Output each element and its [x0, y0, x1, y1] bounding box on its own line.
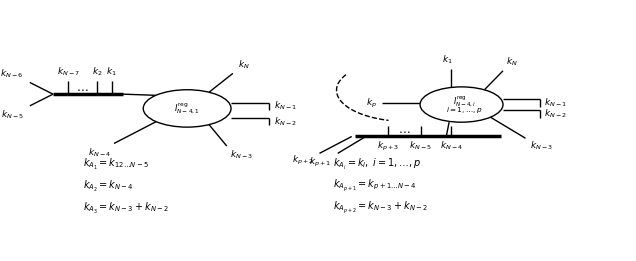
- Text: $k_{A_i} = k_i, \; i=1,\ldots,p$: $k_{A_i} = k_i, \; i=1,\ldots,p$: [333, 157, 422, 172]
- Text: $i{=}1,\ldots,p$: $i{=}1,\ldots,p$: [446, 105, 483, 115]
- Text: $k_{A_{p+1}} = k_{p+1\ldots N-4}$: $k_{A_{p+1}} = k_{p+1\ldots N-4}$: [333, 178, 417, 194]
- Text: $k_{N-4}$: $k_{N-4}$: [88, 146, 111, 159]
- Text: $I^{\rm reg}_{N-4,1}$: $I^{\rm reg}_{N-4,1}$: [174, 101, 200, 116]
- Text: $k_{N-6}$: $k_{N-6}$: [1, 67, 24, 80]
- Text: $k_{p+2}$: $k_{p+2}$: [292, 154, 315, 167]
- Text: $k_{N-1}$: $k_{N-1}$: [273, 99, 297, 111]
- Text: $I^{\rm reg}_{N-4,i}$: $I^{\rm reg}_{N-4,i}$: [453, 93, 476, 109]
- Text: $k_{N-5}$: $k_{N-5}$: [409, 140, 432, 152]
- Text: $k_p$: $k_p$: [366, 97, 377, 110]
- Text: $k_{p+3}$: $k_{p+3}$: [377, 140, 399, 153]
- Text: $k_N$: $k_N$: [506, 56, 518, 68]
- Text: $\cdots$: $\cdots$: [398, 124, 411, 137]
- Text: $\cdots$: $\cdots$: [76, 82, 89, 95]
- Text: $k_{N-2}$: $k_{N-2}$: [544, 108, 567, 120]
- Text: $k_{N-2}$: $k_{N-2}$: [273, 115, 297, 128]
- Text: $k_1$: $k_1$: [106, 66, 117, 78]
- Text: $k_{A_{p+2}} = k_{N-3} + k_{N-2}$: $k_{A_{p+2}} = k_{N-3} + k_{N-2}$: [333, 200, 429, 216]
- Circle shape: [143, 90, 231, 127]
- Text: $k_{A_2} = k_{N-4}$: $k_{A_2} = k_{N-4}$: [83, 179, 134, 194]
- Text: $k_N$: $k_N$: [238, 58, 249, 71]
- Text: $k_{N-5}$: $k_{N-5}$: [1, 108, 24, 121]
- Circle shape: [420, 87, 503, 122]
- Text: $k_{A_1} = k_{12\ldots N-5}$: $k_{A_1} = k_{12\ldots N-5}$: [83, 157, 149, 172]
- Text: $k_{p+1}$: $k_{p+1}$: [309, 155, 331, 169]
- Text: $k_{N-3}$: $k_{N-3}$: [530, 140, 553, 152]
- Text: $k_{N-7}$: $k_{N-7}$: [57, 66, 80, 78]
- Text: $k_2$: $k_2$: [92, 66, 102, 78]
- Text: $k_{A_3} = k_{N-3} + k_{N-2}$: $k_{A_3} = k_{N-3} + k_{N-2}$: [83, 201, 170, 216]
- Text: $k_{N-3}$: $k_{N-3}$: [230, 149, 253, 161]
- Text: $k_{N-4}$: $k_{N-4}$: [439, 140, 463, 152]
- Text: $k_{N-1}$: $k_{N-1}$: [544, 97, 567, 109]
- Text: $k_1$: $k_1$: [442, 54, 453, 66]
